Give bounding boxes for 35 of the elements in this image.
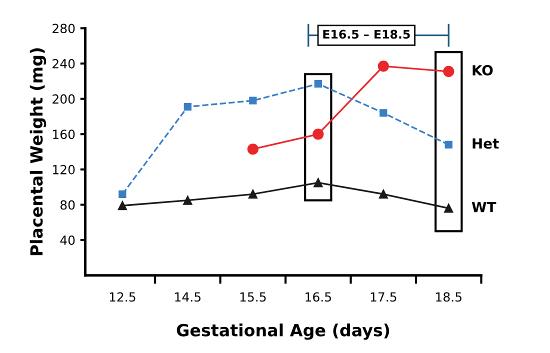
point (184, 102, 192, 111)
point (248, 190, 258, 199)
point (183, 196, 192, 205)
point (118, 190, 126, 198)
point (249, 96, 257, 104)
x-tick-label: 14.5 (175, 292, 200, 302)
point (312, 128, 324, 140)
x-tick-label: 17.5 (370, 292, 396, 302)
y-tick-label: 240 (52, 59, 75, 68)
y-tick-label: 200 (52, 94, 75, 104)
point (314, 80, 322, 88)
x-tick-label: 12.5 (110, 292, 136, 302)
annotation: E16.5 – E18.5 (323, 30, 410, 39)
series-label: KO (472, 65, 493, 76)
point (444, 140, 452, 149)
point (380, 109, 388, 117)
point (443, 66, 454, 78)
point (314, 178, 323, 188)
y-tick-label: 40 (60, 236, 75, 245)
point (378, 60, 389, 72)
y-tick-label: 120 (53, 164, 75, 174)
point (444, 204, 454, 213)
point (247, 144, 258, 155)
y-tick-label: 160 (53, 130, 75, 140)
point (378, 190, 388, 199)
x-tick-label: 15.5 (240, 292, 266, 302)
x-tick-label: 18.5 (436, 292, 462, 302)
x-axis-title: Gestational Age (days) (176, 324, 390, 340)
series-label: Het (472, 138, 499, 149)
series-label: WT (472, 202, 496, 212)
y-axis-title: Placental Weight (mg) (30, 48, 46, 256)
y-tick-label: 280 (52, 24, 75, 34)
point (118, 201, 127, 210)
y-tick-label: 80 (60, 200, 75, 210)
x-tick-label: 16.5 (306, 292, 331, 302)
